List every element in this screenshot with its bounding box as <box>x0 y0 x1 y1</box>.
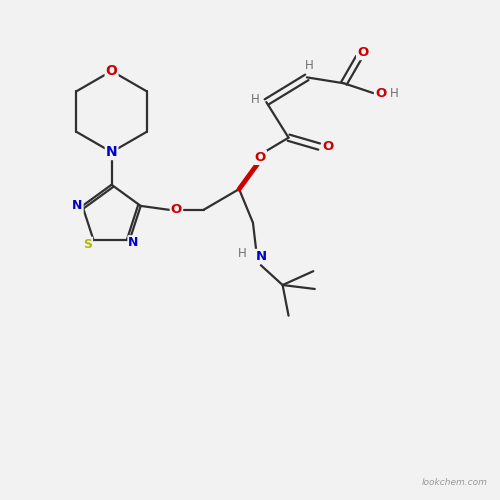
Text: O: O <box>254 151 266 164</box>
Text: O: O <box>170 204 182 216</box>
Text: H: H <box>251 93 260 106</box>
Text: O: O <box>375 86 386 100</box>
Text: O: O <box>322 140 334 153</box>
Text: H: H <box>305 60 314 72</box>
Text: lookchem.com: lookchem.com <box>422 478 488 488</box>
Text: N: N <box>256 250 266 263</box>
Text: H: H <box>238 248 246 260</box>
Text: O: O <box>357 46 368 59</box>
Text: N: N <box>72 200 83 212</box>
Text: N: N <box>128 236 138 249</box>
Text: S: S <box>83 238 92 250</box>
Text: O: O <box>106 64 118 78</box>
Text: H: H <box>390 86 398 100</box>
Text: N: N <box>106 145 118 159</box>
